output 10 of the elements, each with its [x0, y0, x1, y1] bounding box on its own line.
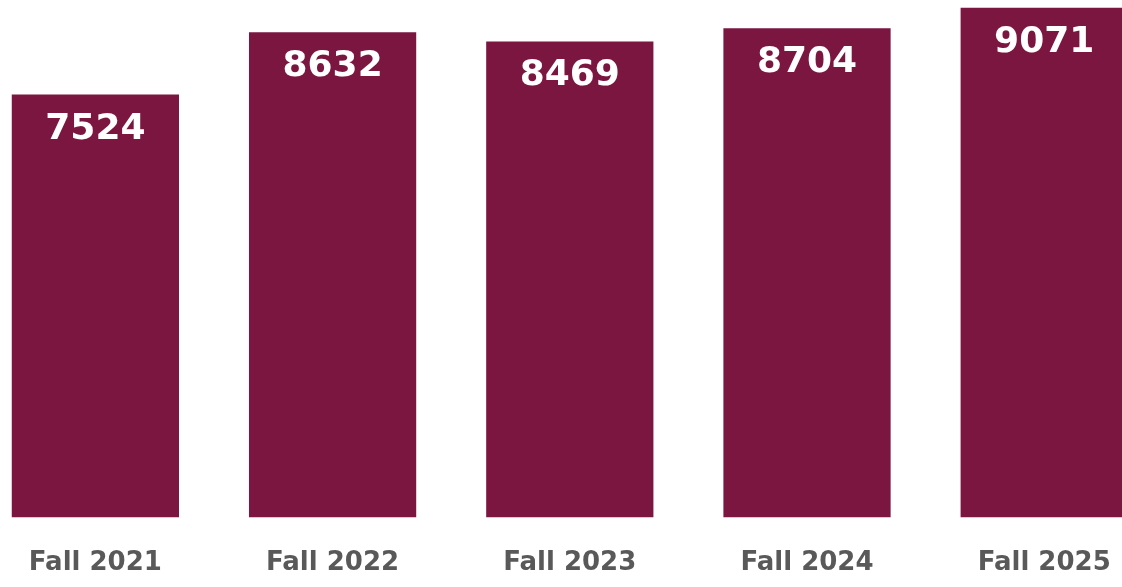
data-label: 9071	[994, 18, 1095, 60]
data-label: 8632	[282, 43, 383, 85]
x-tick-label: Fall 2025	[977, 545, 1111, 576]
x-tick-label: Fall 2021	[28, 545, 162, 576]
x-tick-label: Fall 2023	[503, 545, 637, 576]
data-label: 7524	[45, 105, 146, 147]
data-label: 8469	[519, 52, 620, 94]
x-tick-label: Fall 2022	[266, 545, 400, 576]
x-tick-label: Fall 2024	[740, 545, 874, 576]
data-label: 8704	[756, 39, 858, 81]
